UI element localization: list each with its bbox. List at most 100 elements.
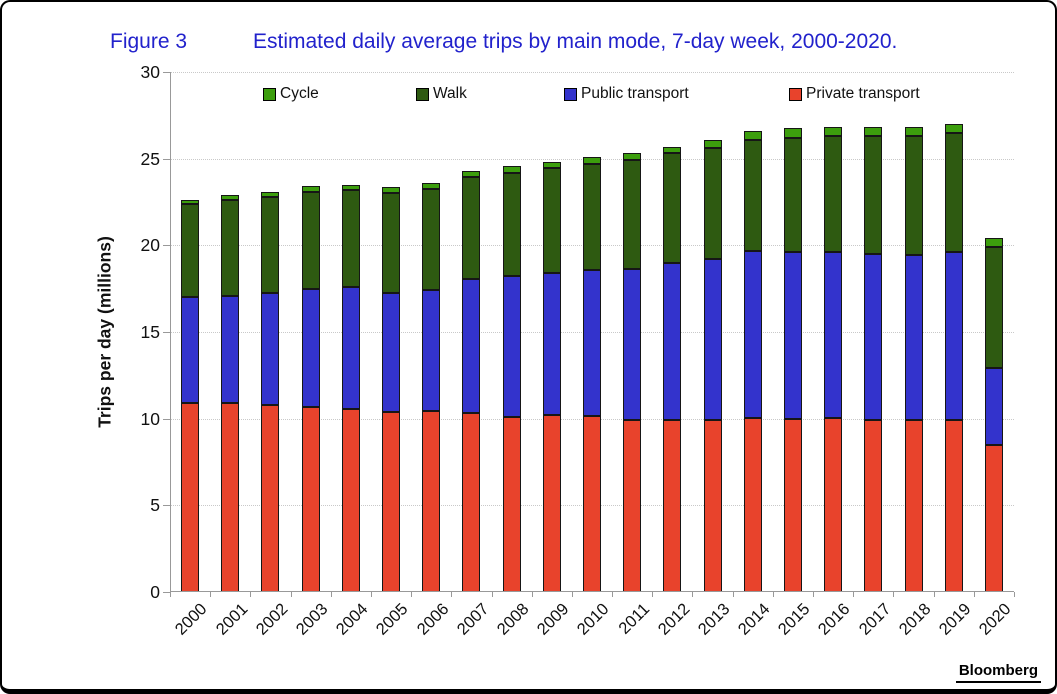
segment-walk-2011 <box>623 160 642 269</box>
x-tick-label-2010: 2010 <box>574 600 613 639</box>
segment-private-transport-2015 <box>783 418 802 592</box>
bar-group-2000 <box>181 200 200 592</box>
x-tick-5 <box>370 592 372 597</box>
segment-cycle-2012 <box>663 146 682 154</box>
x-tick-6 <box>411 592 413 597</box>
segment-walk-2002 <box>261 196 280 293</box>
segment-walk-2005 <box>382 193 401 293</box>
segment-private-transport-2014 <box>743 417 762 592</box>
segment-cycle-2020 <box>984 237 1003 248</box>
segment-cycle-2018 <box>904 127 923 137</box>
y-tick-label-10: 10 <box>140 408 160 429</box>
segment-public-transport-2002 <box>261 293 280 405</box>
figure-title: Estimated daily average trips by main mo… <box>253 30 898 53</box>
segment-cycle-2014 <box>743 130 762 140</box>
x-axis-line <box>170 591 1014 592</box>
bar-group-2006 <box>422 182 441 592</box>
segment-public-transport-2012 <box>663 262 682 420</box>
x-tick-label-2013: 2013 <box>694 600 734 639</box>
legend-item-walk: Walk <box>416 86 467 102</box>
y-axis-line <box>170 72 171 592</box>
segment-private-transport-2009 <box>542 415 561 592</box>
y-tick-label-25: 25 <box>140 148 160 169</box>
segment-cycle-2009 <box>542 162 561 169</box>
segment-walk-2020 <box>984 247 1003 369</box>
legend-item-private-transport: Private transport <box>789 86 920 102</box>
segment-cycle-2007 <box>462 170 481 177</box>
segment-walk-2003 <box>301 191 320 289</box>
segment-private-transport-2011 <box>623 419 642 592</box>
bar-group-2020 <box>984 237 1003 592</box>
y-tick-30 <box>163 72 170 73</box>
x-tick-label-2005: 2005 <box>373 600 412 639</box>
bar-group-2016 <box>824 126 843 592</box>
x-tick-14 <box>732 592 734 597</box>
segment-public-transport-2015 <box>783 252 802 419</box>
segment-private-transport-2013 <box>703 420 722 592</box>
bar-group-2007 <box>462 170 481 592</box>
x-tick-11 <box>612 592 614 597</box>
x-tick-label-2007: 2007 <box>453 600 493 639</box>
segment-public-transport-2017 <box>864 254 883 420</box>
segment-private-transport-2005 <box>382 411 401 592</box>
y-tick-10 <box>163 418 170 420</box>
segment-public-transport-2010 <box>583 270 601 417</box>
legend-label: Private transport <box>806 85 920 102</box>
bloomberg-logo: Bloomberg <box>955 662 1041 683</box>
x-tick-label-2020: 2020 <box>975 600 1015 639</box>
segment-public-transport-2013 <box>703 259 722 421</box>
x-tick-label-2018: 2018 <box>895 600 935 639</box>
segment-private-transport-2018 <box>904 420 923 592</box>
x-tick-label-2002: 2002 <box>252 600 292 639</box>
segment-walk-2004 <box>341 189 360 287</box>
legend-label: Public transport <box>581 85 689 102</box>
segment-public-transport-2016 <box>824 252 843 418</box>
legend-item-cycle: Cycle <box>263 86 319 102</box>
x-tick-label-2004: 2004 <box>332 600 372 639</box>
segment-walk-2007 <box>462 176 481 280</box>
bar-group-2015 <box>783 128 802 592</box>
x-tick-label-2006: 2006 <box>413 600 452 639</box>
segment-private-transport-2017 <box>864 419 883 592</box>
segment-public-transport-2011 <box>623 268 642 420</box>
segment-walk-2014 <box>743 139 762 252</box>
x-tick-18 <box>893 592 895 597</box>
x-tick-label-2011: 2011 <box>615 600 653 638</box>
segment-public-transport-2020 <box>984 368 1003 445</box>
y-tick-label-30: 30 <box>140 62 160 82</box>
x-tick-12 <box>652 592 654 597</box>
segment-private-transport-2008 <box>502 416 521 592</box>
bar-group-2002 <box>261 191 280 592</box>
segment-private-transport-2006 <box>422 410 441 592</box>
segment-public-transport-2014 <box>743 251 762 418</box>
segment-walk-2013 <box>703 148 722 260</box>
y-tick-15 <box>163 332 170 333</box>
bar-group-2018 <box>904 127 923 592</box>
segment-walk-2018 <box>904 136 923 255</box>
x-tick-15 <box>772 592 774 597</box>
y-tick-label-20: 20 <box>140 235 160 256</box>
x-tick-13 <box>692 592 694 597</box>
segment-cycle-2017 <box>864 127 883 137</box>
y-tick-label-15: 15 <box>140 322 160 342</box>
x-tick-label-2008: 2008 <box>493 600 533 639</box>
segment-private-transport-2004 <box>341 409 360 592</box>
bar-group-2004 <box>341 184 360 592</box>
segment-cycle-2002 <box>261 191 280 197</box>
segment-cycle-2016 <box>824 126 843 137</box>
bar-group-2005 <box>382 187 401 592</box>
segment-walk-2017 <box>864 136 883 254</box>
x-tick-9 <box>531 592 533 597</box>
figure-number: Figure 3 <box>110 30 188 53</box>
legend-swatch-cycle <box>263 87 276 101</box>
segment-private-transport-2019 <box>944 420 963 592</box>
segment-walk-2006 <box>422 189 441 290</box>
segment-public-transport-2008 <box>502 275 521 417</box>
x-tick-2 <box>250 592 252 597</box>
legend-label: Walk <box>433 85 467 102</box>
segment-public-transport-2000 <box>181 297 200 404</box>
segment-cycle-2004 <box>341 184 360 190</box>
segment-cycle-2011 <box>623 153 642 161</box>
segment-cycle-2008 <box>502 166 521 173</box>
